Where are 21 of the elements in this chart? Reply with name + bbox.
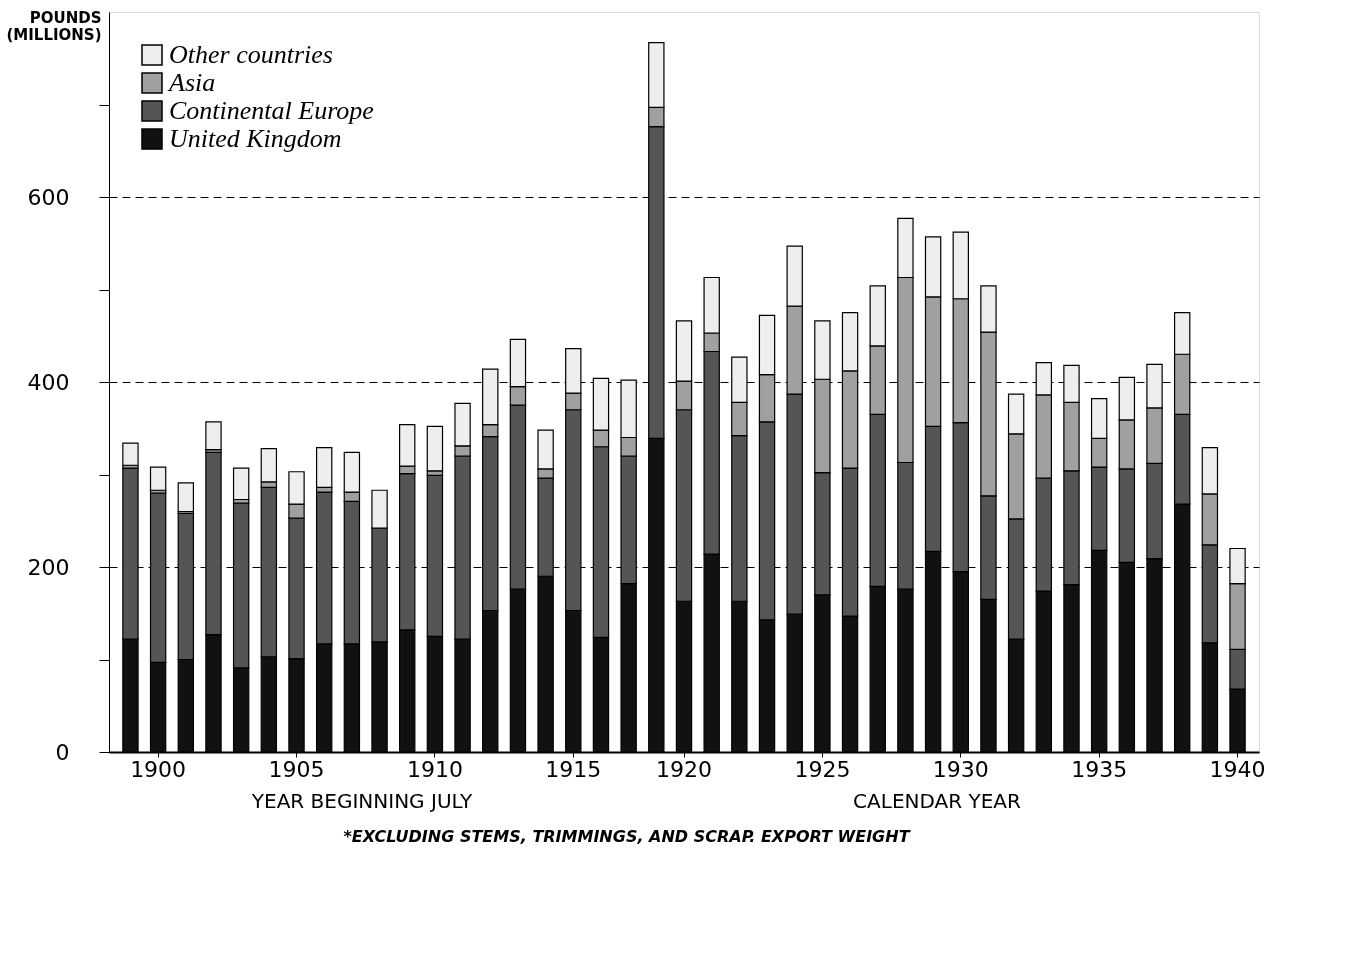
x-tick-label: 1920 (656, 756, 712, 782)
x-tick-label: 1940 (1209, 756, 1266, 782)
legend-label: Continental Europe (169, 96, 374, 125)
y-axis-title: POUNDS (MILLIONS) (6, 8, 102, 44)
y-tick-label: 200 (27, 554, 70, 580)
x-tick-label: 1900 (130, 756, 187, 782)
x-tick-label: 1930 (932, 756, 989, 782)
text: CALENDAR YEAR (853, 789, 1021, 813)
x-tick-label: 1915 (545, 756, 602, 782)
x-tick-label: 1935 (1071, 756, 1128, 782)
x-tick-label: 1905 (268, 756, 325, 782)
y-tick-label: 600 (27, 184, 70, 210)
y-tick-label: 0 (55, 739, 70, 765)
x-tick-label: 1910 (406, 756, 463, 782)
legend-label: Other countries (169, 40, 333, 69)
y-tick-label: 400 (27, 369, 70, 395)
text: YEAR BEGINNING JULY (250, 789, 473, 813)
x-tick-label: 1925 (794, 756, 851, 782)
text: *EXCLUDING STEMS, TRIMMINGS, AND SCRAP. EXPORT WEIGHT (343, 827, 911, 846)
legend-label: United Kingdom (169, 124, 342, 153)
legend-label: Asia (167, 68, 216, 97)
